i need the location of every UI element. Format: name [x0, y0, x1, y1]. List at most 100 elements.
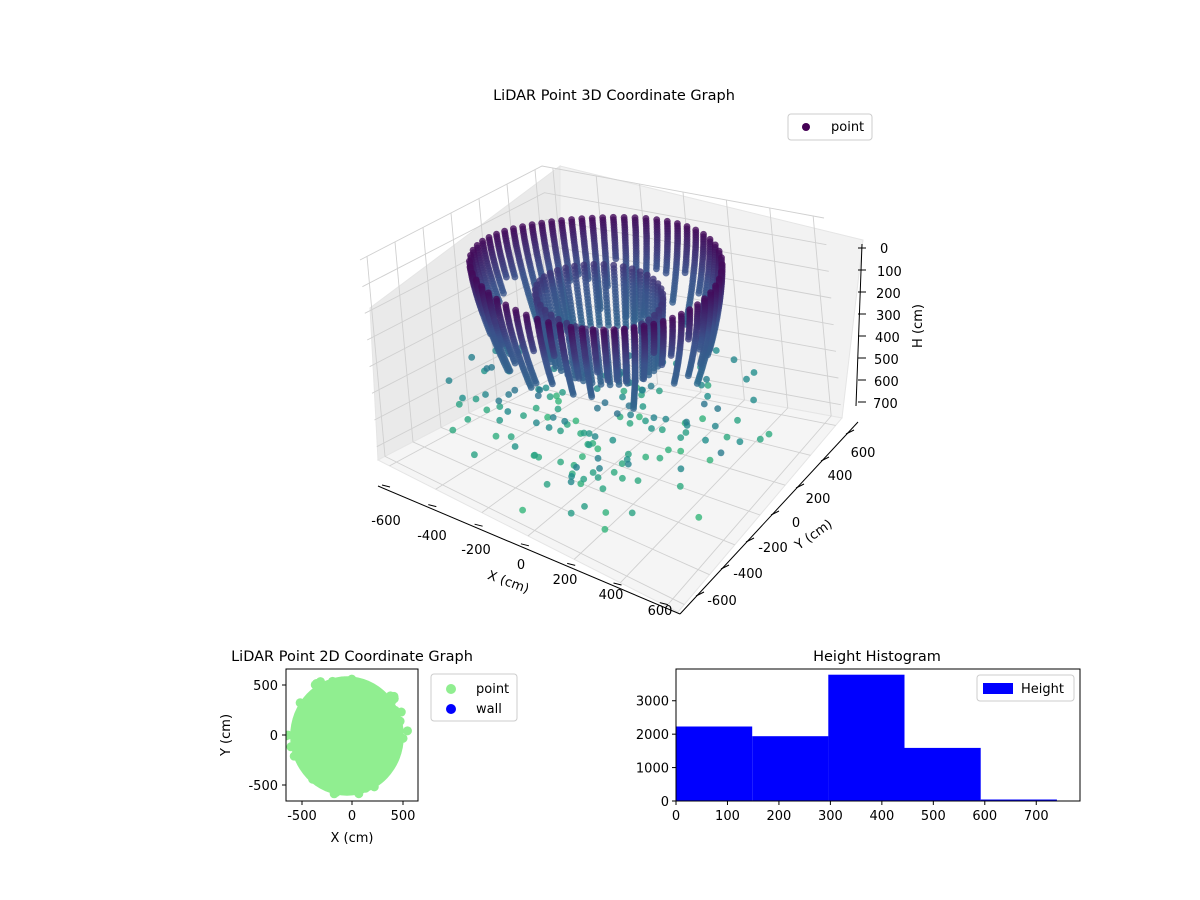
- chart3d-point: [750, 396, 757, 404]
- chart3d-point: [543, 480, 551, 488]
- chart3d-point: [507, 324, 514, 332]
- chart3d-legend-label: point: [831, 120, 864, 135]
- chart3d-point: [683, 418, 690, 426]
- chart3d-gridline: [359, 165, 825, 261]
- chart3d-point: [511, 273, 519, 281]
- chart3d-point: [696, 345, 703, 353]
- chart3d-point: [507, 433, 515, 441]
- chart3d-x-tick-mark: [567, 562, 576, 566]
- chart3d-point: [700, 400, 708, 408]
- chart3d-point: [627, 411, 634, 419]
- chart2d-title: LiDAR Point 2D Coordinate Graph: [231, 649, 473, 665]
- chart3d-y-tick-mark: [795, 483, 805, 489]
- chart3d-y-tick-mark: [845, 429, 855, 435]
- chart3d-point: [699, 415, 706, 423]
- chart3d-point: [511, 443, 519, 450]
- chart3d-point: [568, 473, 575, 480]
- chart3d-point: [697, 360, 704, 368]
- chart3d-point: [712, 347, 720, 354]
- chart3d-gridline: [468, 412, 761, 516]
- chart3d-x-tick-mark: [520, 543, 530, 547]
- chart3d-point: [594, 404, 601, 412]
- chart3d-points: [445, 213, 773, 533]
- chart3d-point: [482, 391, 489, 398]
- chart3d-point: [723, 433, 731, 441]
- chart3d-x-tick: 400: [599, 588, 624, 603]
- chart2d-legend-marker-wall: [446, 704, 456, 714]
- chart3d-point: [544, 413, 551, 421]
- chart3d-gridline: [666, 415, 832, 607]
- histogram-x-tick: 700: [1024, 809, 1049, 824]
- chart3d-point: [573, 463, 580, 471]
- histogram-x-tick: 600: [972, 809, 997, 824]
- chart3d-point: [622, 366, 630, 373]
- chart3d-point: [605, 321, 612, 329]
- chart3d-z-tick: 200: [876, 287, 901, 302]
- chart3d-point: [545, 424, 553, 431]
- chart3d-point: [693, 380, 701, 387]
- histogram-y-tick: 0: [661, 795, 669, 810]
- histogram-bar: [676, 726, 753, 801]
- chart3d-point: [648, 425, 655, 432]
- chart3d-point: [553, 392, 560, 400]
- chart3d-point: [650, 367, 658, 375]
- chart3d-gridline: [812, 215, 832, 417]
- chart3d-point: [597, 381, 605, 388]
- chart3d-point: [642, 417, 649, 425]
- chart3d-x-tick: -200: [461, 543, 491, 558]
- chart3d-point: [634, 477, 642, 484]
- chart3d-point: [613, 410, 621, 417]
- chart3d-point: [594, 445, 602, 453]
- chart2d-point: [328, 676, 338, 686]
- chart3d-point: [555, 397, 562, 405]
- chart3d-point: [626, 420, 634, 427]
- chart3d-y-tick-mark: [820, 456, 830, 462]
- chart3d-point: [714, 405, 722, 412]
- chart3d-point: [500, 289, 507, 297]
- chart3d-x-tick-labels: -600 -400 -200 0 200 400 600: [371, 514, 672, 619]
- chart3d-point: [625, 450, 632, 458]
- chart3d-point: [594, 474, 602, 481]
- chart3d-point: [445, 377, 453, 384]
- chart3d-point: [667, 352, 675, 359]
- chart3d-y-tick-mark: [745, 537, 755, 543]
- chart3d-x-tick: -400: [417, 529, 447, 544]
- chart2d-point: [390, 705, 400, 715]
- chart3d-y-tick: -600: [707, 594, 737, 609]
- chart3d-point: [491, 317, 499, 325]
- chart3d-y-tick: 400: [828, 469, 853, 484]
- histogram-legend-swatch: [983, 683, 1013, 694]
- chart2d-legend-marker-point: [446, 684, 456, 694]
- chart3d-point: [520, 412, 527, 419]
- chart3d-pane-floor: [376, 365, 843, 613]
- histogram-bar: [980, 799, 1057, 801]
- chart3d-axes: [377, 243, 866, 615]
- chart3d-point: [695, 513, 703, 521]
- chart2d-point: [286, 731, 291, 741]
- chart3d-legend-box: [787, 113, 873, 141]
- chart3d-point: [596, 321, 603, 329]
- chart3d-y-tick-mark: [770, 510, 780, 516]
- chart3d-point: [580, 429, 588, 437]
- chart3d-point: [609, 436, 617, 444]
- chart3d-point: [496, 403, 504, 410]
- chart3d-x-tick-mark: [659, 602, 668, 606]
- chart2d-y-tick: 0: [270, 729, 278, 744]
- chart3d-y-tick: 0: [792, 516, 800, 531]
- chart3d-point: [669, 298, 676, 306]
- chart3d-y-tick: -200: [758, 541, 788, 556]
- histogram-chart: Height Histogram 0 100 200 300 400 500 600 7000…: [636, 649, 1081, 824]
- chart2d-point: [385, 691, 395, 701]
- chart3d-point: [658, 361, 666, 369]
- chart3d-point: [464, 416, 472, 423]
- chart2d-point: [398, 733, 408, 743]
- chart3d-point: [533, 419, 540, 427]
- scatter2d-chart: LiDAR Point 2D Coordinate Graph -500 0 5…: [219, 649, 518, 846]
- chart3d-gridline: [769, 207, 789, 409]
- chart2d-point: [402, 726, 412, 736]
- chart3d-x-axis: [377, 485, 681, 615]
- chart3d-point: [554, 405, 562, 413]
- chart3d-point: [636, 413, 643, 421]
- chart2d-point: [316, 778, 326, 788]
- chart2d-point: [289, 751, 299, 761]
